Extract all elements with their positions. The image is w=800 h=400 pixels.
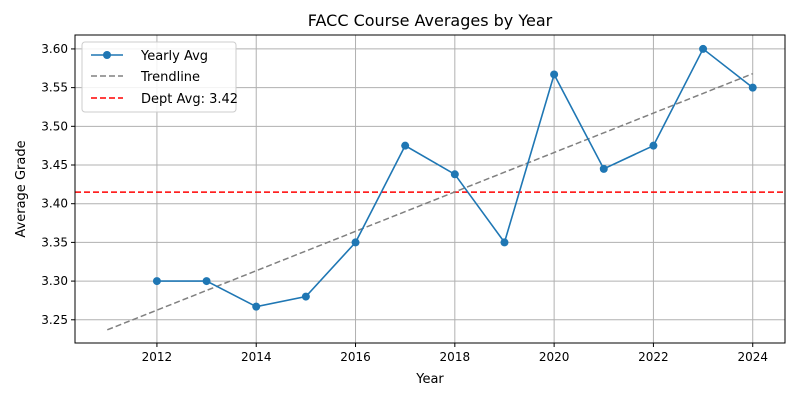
y-tick-label: 3.35 (41, 235, 68, 249)
x-tick-label: 2018 (440, 350, 471, 364)
yearly-avg-point (550, 70, 559, 79)
y-axis-label: Average Grade (14, 140, 29, 237)
yearly-avg-point (649, 141, 658, 150)
y-tick-label: 3.60 (41, 42, 68, 56)
legend-label-dept-avg: Dept Avg: 3.42 (141, 92, 238, 107)
yearly-avg-point (599, 164, 608, 173)
legend-label-trendline: Trendline (140, 70, 200, 85)
x-tick-label: 2024 (737, 350, 768, 364)
x-tick-label: 2012 (142, 350, 173, 364)
yearly-avg-point (500, 238, 509, 247)
y-tick-label: 3.55 (41, 81, 68, 95)
yearly-avg-point (699, 44, 708, 53)
yearly-avg-point (252, 302, 261, 311)
ticks: 2012 2014 2016 2018 2020 2022 2024 3.25 3.30 3.35… (41, 42, 768, 364)
legend-marker-yearly-avg (103, 51, 111, 59)
x-tick-label: 2020 (539, 350, 570, 364)
x-tick-label: 2022 (638, 350, 669, 364)
yearly-avg-point (301, 292, 310, 301)
yearly-avg-point (401, 141, 410, 150)
plot-frame (74, 34, 786, 344)
yearly-avg-point (202, 277, 211, 286)
y-tick-label: 3.50 (41, 119, 68, 133)
y-tick-label: 3.30 (41, 274, 68, 288)
legend: Yearly Avg Trendline Dept Avg: 3.42 (81, 41, 238, 113)
yearly-avg-point (748, 83, 757, 92)
y-tick-label: 3.25 (41, 313, 68, 327)
legend-label-yearly-avg: Yearly Avg (140, 49, 208, 64)
series-layer (75, 44, 785, 331)
trendline (106, 72, 754, 331)
x-axis-label: Year (415, 372, 444, 387)
y-tick-label: 3.45 (41, 158, 68, 172)
yearly-avg-point (450, 170, 459, 179)
legend-box (81, 41, 237, 113)
x-tick-label: 2016 (340, 350, 371, 364)
chart-title: FACC Course Averages by Year (308, 11, 553, 30)
yearly-avg-point (152, 277, 161, 286)
y-tick-label: 3.40 (41, 197, 68, 211)
yearly-avg-point (351, 238, 360, 247)
x-tick-label: 2014 (241, 350, 272, 364)
